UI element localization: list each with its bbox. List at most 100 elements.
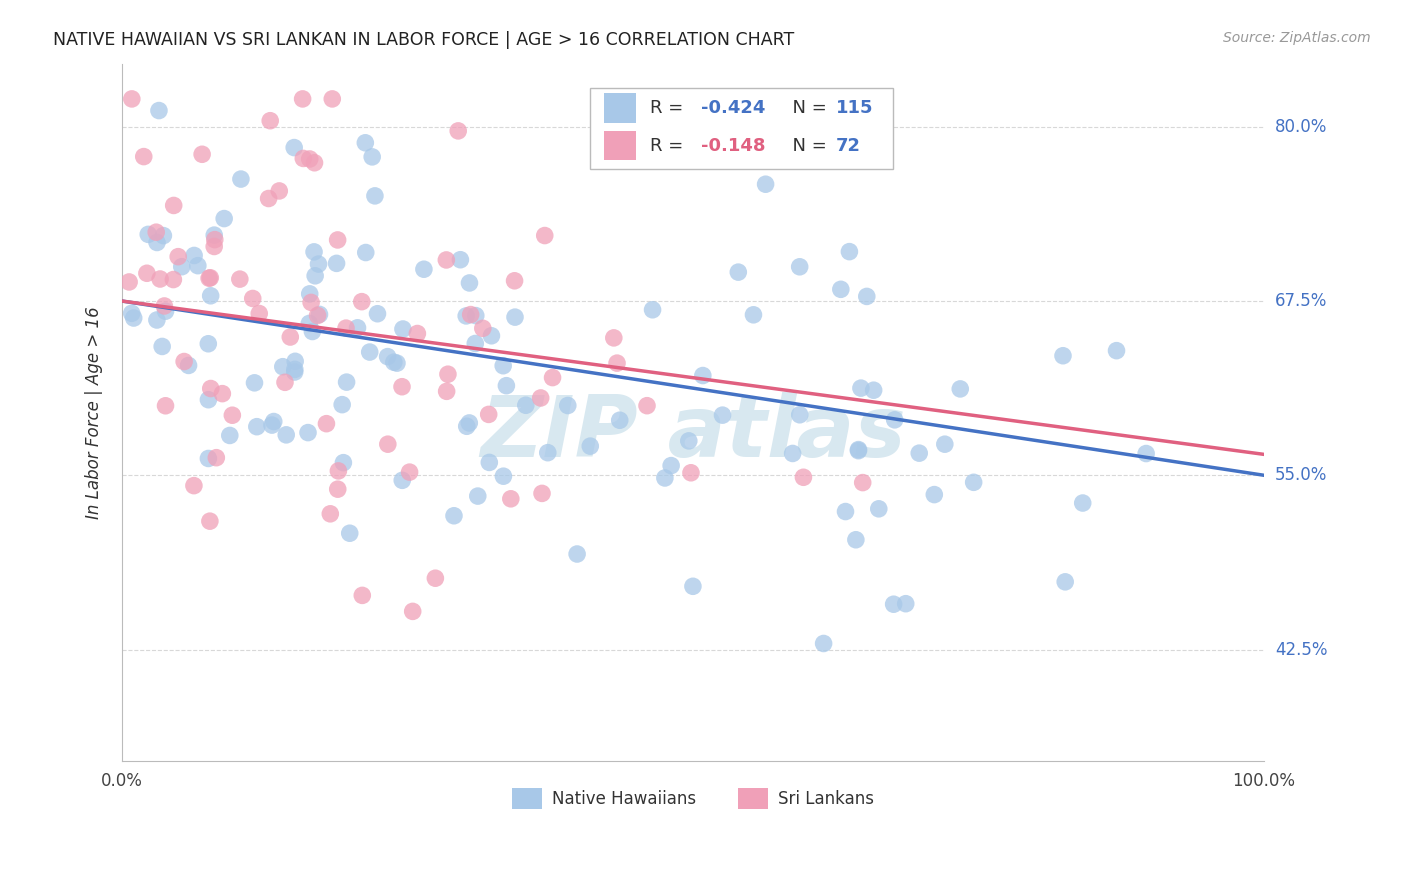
- Native Hawaiians: [391, 473, 413, 487]
- Sri Lankans: [603, 331, 626, 345]
- Sri Lankans: [204, 233, 226, 247]
- Sri Lankans: [679, 466, 702, 480]
- Native Hawaiians: [229, 172, 252, 186]
- Sri Lankans: [155, 399, 177, 413]
- Sri Lankans: [118, 275, 141, 289]
- Text: -0.424: -0.424: [702, 99, 765, 117]
- Native Hawaiians: [830, 282, 852, 296]
- Native Hawaiians: [218, 428, 240, 442]
- Native Hawaiians: [197, 392, 219, 407]
- Sri Lankans: [173, 354, 195, 368]
- Native Hawaiians: [1052, 349, 1074, 363]
- Sri Lankans: [319, 507, 342, 521]
- Sri Lankans: [391, 380, 413, 394]
- Sri Lankans: [447, 124, 470, 138]
- Native Hawaiians: [495, 378, 517, 392]
- Native Hawaiians: [449, 252, 471, 267]
- Native Hawaiians: [304, 268, 326, 283]
- Sri Lankans: [437, 368, 460, 382]
- Native Hawaiians: [177, 359, 200, 373]
- Sri Lankans: [259, 113, 281, 128]
- Sri Lankans: [292, 152, 315, 166]
- Sri Lankans: [200, 270, 222, 285]
- Sri Lankans: [541, 370, 564, 384]
- Native Hawaiians: [789, 260, 811, 274]
- Native Hawaiians: [934, 437, 956, 451]
- Native Hawaiians: [692, 368, 714, 383]
- Sri Lankans: [135, 266, 157, 280]
- Native Hawaiians: [492, 469, 515, 483]
- Native Hawaiians: [755, 178, 778, 192]
- Sri Lankans: [503, 274, 526, 288]
- Native Hawaiians: [894, 597, 917, 611]
- Native Hawaiians: [243, 376, 266, 390]
- Sri Lankans: [149, 272, 172, 286]
- FancyBboxPatch shape: [605, 94, 636, 122]
- Sri Lankans: [406, 326, 429, 341]
- Sri Lankans: [183, 478, 205, 492]
- Sri Lankans: [606, 356, 628, 370]
- Sri Lankans: [221, 409, 243, 423]
- Sri Lankans: [377, 437, 399, 451]
- Native Hawaiians: [492, 359, 515, 373]
- Sri Lankans: [211, 386, 233, 401]
- Sri Lankans: [460, 308, 482, 322]
- Native Hawaiians: [458, 416, 481, 430]
- Native Hawaiians: [443, 508, 465, 523]
- Native Hawaiians: [382, 355, 405, 369]
- Native Hawaiians: [284, 362, 307, 376]
- Native Hawaiians: [260, 418, 283, 433]
- Native Hawaiians: [711, 408, 734, 422]
- Native Hawaiians: [782, 446, 804, 460]
- Native Hawaiians: [845, 533, 868, 547]
- Sri Lankans: [852, 475, 875, 490]
- Native Hawaiians: [862, 383, 884, 397]
- Text: N =: N =: [780, 136, 832, 154]
- Text: -0.148: -0.148: [702, 136, 766, 154]
- Native Hawaiians: [187, 259, 209, 273]
- Native Hawaiians: [963, 475, 986, 490]
- Native Hawaiians: [148, 103, 170, 118]
- Native Hawaiians: [354, 245, 377, 260]
- Sri Lankans: [229, 272, 252, 286]
- Sri Lankans: [278, 330, 301, 344]
- Native Hawaiians: [727, 265, 749, 279]
- Native Hawaiians: [537, 445, 560, 459]
- Native Hawaiians: [202, 228, 225, 243]
- Sri Lankans: [792, 470, 814, 484]
- Native Hawaiians: [212, 211, 235, 226]
- Sri Lankans: [335, 321, 357, 335]
- Sri Lankans: [697, 123, 720, 137]
- Y-axis label: In Labor Force | Age > 16: In Labor Force | Age > 16: [86, 306, 103, 519]
- Native Hawaiians: [654, 471, 676, 485]
- Native Hawaiians: [742, 308, 765, 322]
- Text: 80.0%: 80.0%: [1275, 118, 1327, 136]
- Sri Lankans: [533, 228, 555, 243]
- Text: 115: 115: [835, 99, 873, 117]
- Native Hawaiians: [789, 408, 811, 422]
- Sri Lankans: [478, 408, 501, 422]
- Native Hawaiians: [366, 307, 388, 321]
- Native Hawaiians: [456, 309, 478, 323]
- Sri Lankans: [200, 382, 222, 396]
- Native Hawaiians: [298, 286, 321, 301]
- Native Hawaiians: [330, 398, 353, 412]
- Sri Lankans: [307, 309, 329, 323]
- Native Hawaiians: [481, 328, 503, 343]
- Native Hawaiians: [297, 425, 319, 440]
- Sri Lankans: [436, 384, 458, 399]
- Native Hawaiians: [308, 307, 330, 321]
- Sri Lankans: [202, 239, 225, 253]
- Sri Lankans: [499, 491, 522, 506]
- Sri Lankans: [434, 252, 457, 267]
- Sri Lankans: [205, 450, 228, 465]
- Native Hawaiians: [924, 487, 946, 501]
- Native Hawaiians: [146, 235, 169, 250]
- Text: 72: 72: [835, 136, 860, 154]
- Legend: Native Hawaiians, Sri Lankans: Native Hawaiians, Sri Lankans: [506, 781, 880, 815]
- Native Hawaiians: [377, 350, 399, 364]
- Native Hawaiians: [467, 489, 489, 503]
- Native Hawaiians: [301, 325, 323, 339]
- Native Hawaiians: [557, 399, 579, 413]
- Native Hawaiians: [170, 260, 193, 274]
